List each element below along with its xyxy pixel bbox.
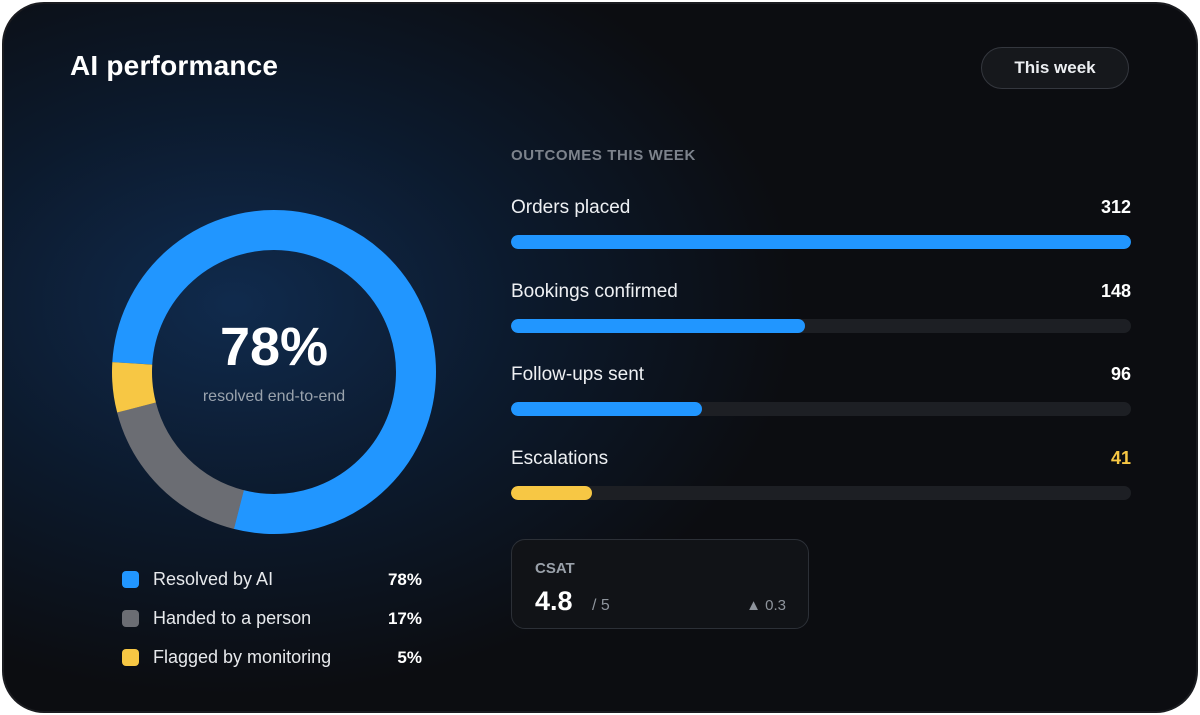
resolution-donut-chart — [112, 210, 436, 534]
csat-label: CSAT — [535, 560, 575, 577]
outcomes-section-label: OUTCOMES THIS WEEK — [511, 147, 696, 164]
legend-swatch — [122, 610, 139, 627]
legend-item-flagged: Flagged by monitoring 5% — [122, 638, 422, 677]
outcomes-list: Orders placed 312 Bookings confirmed 148… — [511, 197, 1131, 531]
progress-fill — [511, 485, 593, 500]
legend-item-handed: Handed to a person 17% — [122, 599, 422, 638]
progress-track — [511, 402, 1131, 416]
csat-score: 4.8 — [535, 586, 573, 616]
metric-label: Follow-ups sent — [511, 364, 645, 385]
csat-delta: ▲ 0.3 — [746, 597, 786, 614]
metric-value: 41 — [1110, 447, 1131, 468]
donut-legend: Resolved by AI 78% Handed to a person 17… — [122, 560, 422, 677]
progress-fill — [511, 235, 1131, 249]
metric-value: 312 — [1100, 197, 1131, 217]
metric-value: 96 — [1110, 364, 1131, 384]
resolved-caption: resolved end-to-end — [202, 388, 346, 405]
metric-value: 148 — [1100, 280, 1131, 301]
progress-track — [511, 318, 1131, 333]
page-title: AI performance — [70, 50, 279, 81]
csat-max: / 5 — [592, 597, 610, 614]
progress-fill — [511, 402, 702, 416]
donut-segment-1 — [112, 210, 436, 534]
legend-label: Handed to a person — [153, 608, 312, 628]
ai-performance-card: AI performance This week 78% resolved en… — [4, 4, 1196, 711]
donut-segment-2 — [112, 210, 436, 534]
resolved-percentage: 78% — [219, 317, 329, 377]
metric-label: Orders placed — [511, 197, 631, 218]
metric-bookings-confirmed: Bookings confirmed 148 — [511, 281, 1131, 365]
legend-value: 78% — [387, 569, 422, 589]
period-selector-button[interactable]: This week — [981, 47, 1129, 89]
legend-label: Flagged by monitoring — [153, 647, 332, 667]
legend-value: 17% — [387, 608, 422, 628]
legend-swatch — [122, 649, 139, 666]
csat-card: CSAT 4.8 / 5 ▲ 0.3 — [511, 539, 809, 629]
metric-escalations: Escalations 41 — [511, 448, 1131, 532]
progress-fill — [511, 318, 806, 333]
legend-item-resolved: Resolved by AI 78% — [122, 560, 422, 599]
legend-label: Resolved by AI — [153, 569, 274, 589]
legend-swatch — [122, 571, 139, 588]
metric-orders-placed: Orders placed 312 — [511, 197, 1131, 281]
metric-follow-ups-sent: Follow-ups sent 96 — [511, 364, 1131, 448]
progress-track — [511, 485, 1131, 500]
progress-track — [511, 235, 1131, 249]
donut-center: 78% resolved end-to-end — [108, 206, 440, 538]
metric-label: Bookings confirmed — [511, 280, 678, 302]
legend-value: 5% — [397, 647, 422, 667]
metric-label: Escalations — [511, 447, 609, 469]
